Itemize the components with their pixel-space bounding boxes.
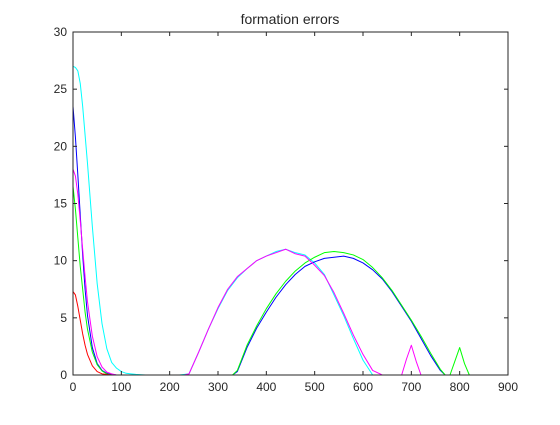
chart-title: formation errors (241, 11, 340, 27)
plot-area (73, 32, 508, 375)
x-tick-label: 100 (111, 380, 131, 394)
y-tick-label: 25 (54, 82, 68, 96)
y-axis: 0 5 10 15 20 25 30 (54, 25, 508, 382)
x-tick-label: 500 (305, 380, 325, 394)
y-tick-label: 15 (54, 197, 68, 211)
y-tick-label: 10 (54, 254, 68, 268)
x-tick-label: 700 (401, 380, 421, 394)
x-tick-label: 400 (256, 380, 276, 394)
y-tick-label: 5 (60, 311, 67, 325)
x-tick-label: 200 (160, 380, 180, 394)
x-tick-label: 0 (70, 380, 77, 394)
x-tick-label: 800 (450, 380, 470, 394)
x-tick-label: 600 (353, 380, 373, 394)
x-axis: 0 100 200 300 400 500 600 700 800 900 (70, 32, 518, 394)
x-tick-label: 300 (208, 380, 228, 394)
y-tick-label: 0 (60, 368, 67, 382)
series-line-2 (72, 105, 509, 376)
x-tick-label: 900 (498, 380, 518, 394)
y-tick-label: 30 (54, 25, 68, 39)
y-tick-label: 20 (54, 139, 68, 153)
series-line-3 (72, 185, 509, 376)
